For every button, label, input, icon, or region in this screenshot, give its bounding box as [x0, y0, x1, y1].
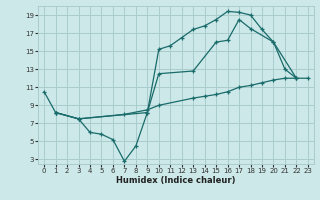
X-axis label: Humidex (Indice chaleur): Humidex (Indice chaleur) — [116, 176, 236, 185]
